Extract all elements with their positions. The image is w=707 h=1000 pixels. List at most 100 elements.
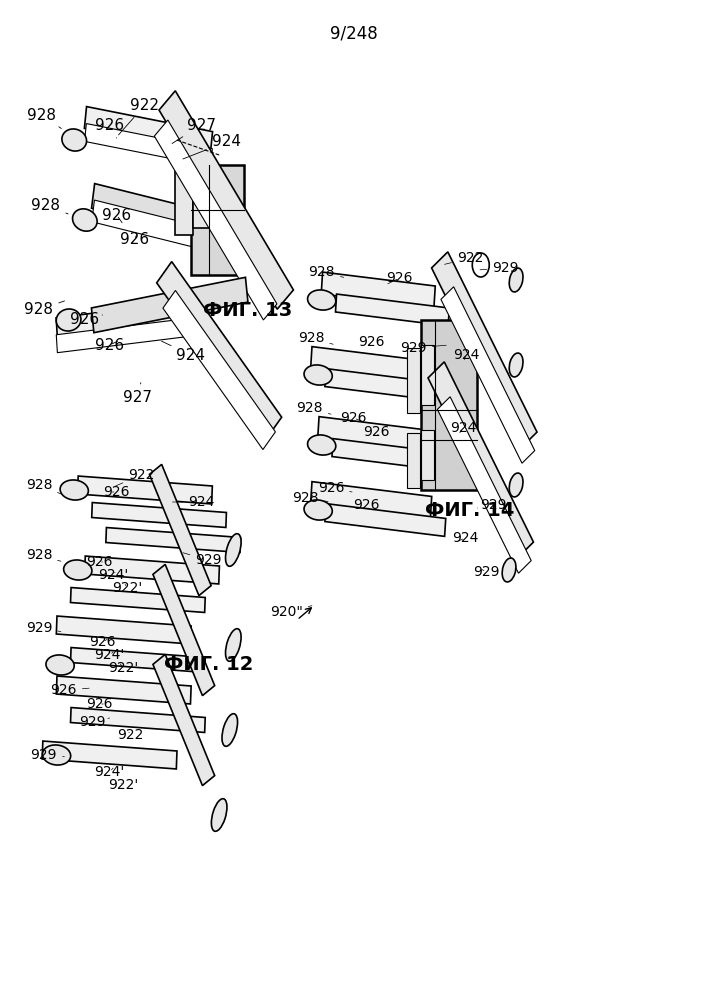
Text: 929: 929: [183, 553, 222, 567]
Text: 922: 922: [445, 251, 484, 265]
Text: 924: 924: [162, 341, 206, 362]
Bar: [321, 272, 436, 308]
Text: 929: 929: [477, 498, 507, 512]
Bar: [57, 317, 198, 353]
Text: 9/248: 9/248: [329, 25, 378, 43]
Text: 927: 927: [172, 117, 216, 144]
Bar: [92, 503, 226, 527]
Ellipse shape: [211, 799, 227, 831]
Text: 926: 926: [353, 498, 380, 512]
Bar: [192, 162, 211, 228]
Bar: [310, 482, 432, 518]
Text: 929: 929: [30, 748, 64, 762]
Text: 922': 922': [112, 581, 142, 595]
Text: 926: 926: [103, 485, 130, 499]
Ellipse shape: [62, 129, 86, 151]
Bar: [159, 91, 293, 309]
Text: 928: 928: [25, 548, 61, 562]
Ellipse shape: [42, 745, 71, 765]
Text: 929: 929: [400, 341, 446, 355]
Text: 929: 929: [480, 261, 519, 275]
Text: 924: 924: [450, 421, 477, 435]
Text: 929: 929: [25, 621, 61, 635]
Text: 924: 924: [173, 495, 215, 509]
Text: 928: 928: [25, 478, 61, 494]
Text: 924: 924: [452, 531, 479, 545]
Bar: [71, 588, 205, 612]
Bar: [71, 648, 205, 672]
Bar: [154, 120, 277, 320]
Ellipse shape: [308, 435, 336, 455]
Bar: [71, 708, 205, 732]
Bar: [106, 528, 240, 552]
Ellipse shape: [226, 629, 241, 661]
FancyBboxPatch shape: [421, 320, 477, 490]
Text: 926: 926: [95, 117, 124, 138]
Text: 928: 928: [292, 491, 328, 505]
Ellipse shape: [60, 480, 88, 500]
Bar: [91, 277, 248, 333]
Text: ФИГ. 13: ФИГ. 13: [203, 300, 292, 320]
Bar: [163, 290, 276, 450]
Ellipse shape: [46, 655, 74, 675]
Text: 924': 924': [98, 568, 128, 582]
Ellipse shape: [57, 309, 81, 331]
Bar: [421, 345, 434, 405]
Bar: [325, 369, 445, 401]
Text: 926: 926: [119, 232, 149, 247]
Bar: [317, 417, 439, 453]
Text: 924: 924: [453, 348, 480, 362]
Ellipse shape: [502, 558, 516, 582]
Bar: [421, 430, 434, 480]
Text: 929: 929: [473, 565, 500, 579]
Text: 922: 922: [119, 98, 160, 135]
Bar: [407, 348, 420, 412]
Text: 928: 928: [308, 265, 344, 279]
Text: 928: 928: [296, 401, 331, 415]
Bar: [85, 124, 212, 166]
Ellipse shape: [222, 714, 238, 746]
Bar: [84, 107, 213, 153]
Bar: [438, 397, 531, 573]
Bar: [57, 676, 191, 704]
Text: ФИГ. 12: ФИГ. 12: [164, 656, 253, 674]
Ellipse shape: [509, 353, 523, 377]
Text: 926: 926: [86, 697, 112, 711]
Bar: [92, 184, 247, 246]
Bar: [153, 654, 215, 786]
Bar: [441, 287, 534, 463]
FancyBboxPatch shape: [191, 165, 244, 275]
Ellipse shape: [304, 500, 332, 520]
Text: 926: 926: [70, 312, 103, 328]
Text: 926: 926: [340, 411, 367, 425]
Bar: [92, 200, 247, 260]
Text: 924: 924: [183, 134, 241, 159]
Ellipse shape: [73, 209, 97, 231]
Text: 922: 922: [117, 728, 144, 742]
Bar: [336, 294, 449, 326]
Bar: [57, 616, 191, 644]
Bar: [78, 476, 212, 504]
Text: 922': 922': [109, 661, 139, 675]
Circle shape: [472, 253, 489, 277]
Bar: [85, 556, 219, 584]
Bar: [407, 433, 420, 488]
Text: 926: 926: [317, 481, 352, 495]
Text: 926: 926: [95, 338, 124, 353]
Bar: [332, 439, 452, 471]
Ellipse shape: [304, 365, 332, 385]
Text: 922': 922': [109, 778, 139, 792]
Text: 926: 926: [89, 635, 116, 649]
Text: 928: 928: [298, 331, 333, 345]
Text: ФИГ. 14: ФИГ. 14: [426, 500, 515, 520]
Ellipse shape: [509, 268, 523, 292]
Text: 928: 928: [26, 107, 62, 128]
Bar: [153, 564, 215, 696]
Ellipse shape: [509, 473, 523, 497]
Text: 922: 922: [116, 468, 155, 486]
Text: 928: 928: [31, 198, 68, 214]
Bar: [325, 504, 445, 536]
Bar: [42, 741, 177, 769]
Bar: [175, 165, 192, 235]
Text: 926: 926: [386, 271, 413, 285]
